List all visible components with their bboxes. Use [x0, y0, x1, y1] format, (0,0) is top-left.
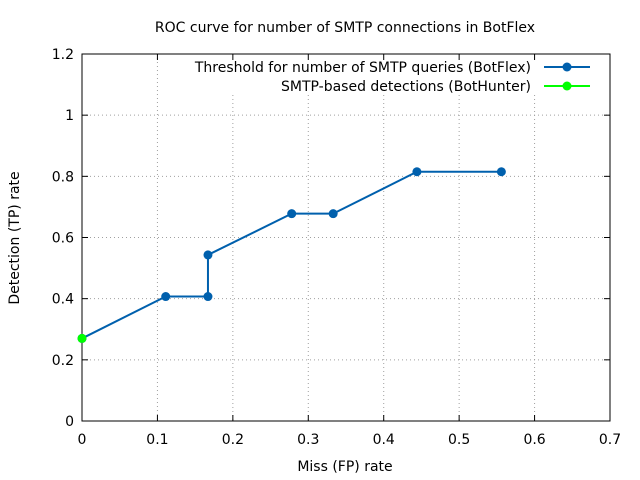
y-axis-title: Detection (TP) rate [7, 171, 23, 304]
series-1-point [496, 167, 506, 177]
x-tick-label: 0.4 [373, 432, 395, 448]
series-1-point [287, 209, 297, 219]
x-tick-label: 0.7 [599, 432, 621, 448]
series-layer [77, 167, 506, 343]
series-1 [77, 167, 506, 343]
x-tick-label: 0.1 [146, 432, 168, 448]
x-tick-label: 0.5 [448, 432, 470, 448]
x-tick-label: 0.3 [297, 432, 319, 448]
x-tick-label: 0 [78, 432, 87, 448]
series-1-point [412, 167, 422, 177]
legend-label-2: SMTP-based detections (BotHunter) [281, 79, 531, 95]
series-2 [77, 333, 87, 343]
series-1-point [203, 250, 213, 260]
grid-lines [82, 54, 610, 421]
y-tick-label: 0.4 [52, 292, 74, 308]
y-tick-label: 0.8 [52, 169, 74, 185]
y-tick-label: 1 [65, 108, 74, 124]
axis-ticks: 0 0.1 0.2 0.3 0.4 0.5 0.6 0.7 0 0.2 0.4 0.6 0.8 1 1.2 [52, 47, 621, 448]
chart-title: ROC curve for number of SMTP connections… [155, 20, 535, 36]
legend-swatch-marker-1 [562, 62, 572, 72]
legend-label-1: Threshold for number of SMTP queries (Bo… [194, 60, 531, 76]
x-axis-title: Miss (FP) rate [297, 459, 392, 475]
y-tick-label: 0.2 [52, 353, 74, 369]
legend-swatch-marker-2 [562, 81, 572, 91]
y-tick-label: 1.2 [52, 47, 74, 63]
x-tick-label: 0.2 [222, 432, 244, 448]
x-tick-label: 0.6 [523, 432, 545, 448]
y-tick-label: 0 [65, 414, 74, 430]
series-1-point [328, 209, 338, 219]
legend: Threshold for number of SMTP queries (Bo… [194, 60, 590, 95]
series-2-point [77, 333, 87, 343]
series-1-point [161, 292, 171, 302]
series-1-point [203, 292, 213, 302]
series-1-line [81, 170, 502, 340]
y-tick-label: 0.6 [52, 231, 74, 247]
